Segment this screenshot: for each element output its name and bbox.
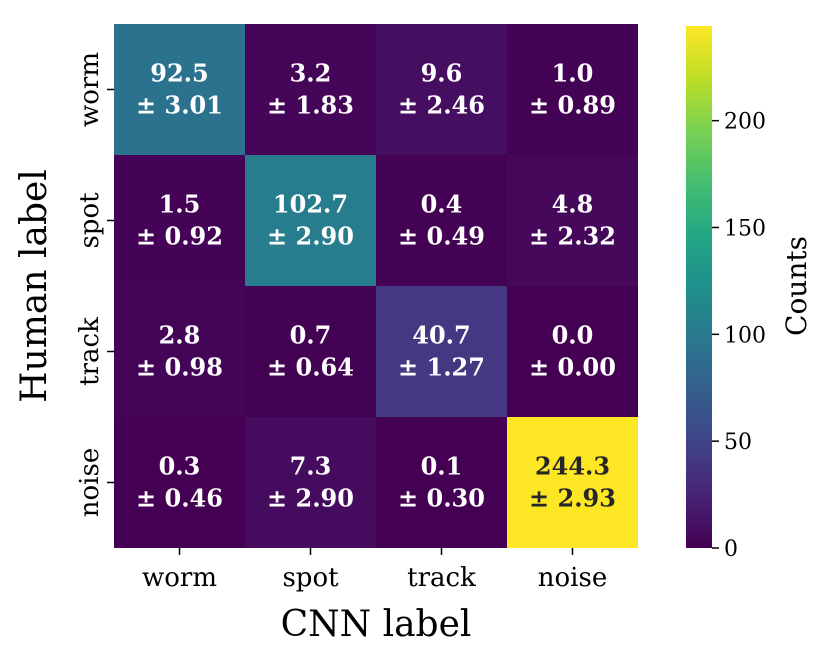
heatmap-cell [245,417,376,548]
cell-error-label: ± 2.90 [267,484,354,513]
heatmap-cell [507,417,638,548]
cell-value-label: 3.2 [290,59,332,88]
cell-value-label: 102.7 [273,190,348,219]
x-axis-label: CNN label [281,604,472,645]
cell-error-label: ± 1.83 [267,91,354,120]
colorbar-label: Counts [780,236,813,336]
cell-value-label: 7.3 [290,452,332,481]
cell-value-label: 4.8 [552,190,594,219]
cell-value-label: 1.5 [159,190,201,219]
cell-value-label: 1.0 [552,59,594,88]
heatmap-cell [245,24,376,155]
heatmap-cell [114,286,245,417]
cell-error-label: ± 0.64 [267,353,354,382]
heatmap-cell [114,417,245,548]
y-tick-label: spot [75,192,105,249]
cell-error-label: ± 2.32 [529,222,616,251]
colorbar-tick-label: 0 [724,537,738,562]
y-axis-ticks: worm spot track noise [75,52,114,517]
cell-error-label: ± 0.49 [398,222,485,251]
cell-error-label: ± 0.92 [136,222,223,251]
cell-value-label: 2.8 [159,321,201,350]
y-tick-label: noise [75,448,105,517]
cell-error-label: ± 0.89 [529,91,616,120]
cell-error-label: ± 3.01 [136,91,223,120]
x-tick-label: track [407,563,476,593]
colorbar-tick-label: 100 [724,323,766,348]
heatmap-cell [376,417,507,548]
x-axis-ticks: worm spot track noise [142,548,607,593]
cell-value-label: 0.4 [421,190,463,219]
cell-value-label: 9.6 [421,59,463,88]
cell-error-label: ± 2.93 [529,484,616,513]
cell-value-label: 0.0 [552,321,594,350]
cell-value-label: 0.7 [290,321,332,350]
heatmap-cell [245,286,376,417]
cell-value-label: 40.7 [412,321,470,350]
cell-error-label: ± 2.46 [398,91,485,120]
heatmap-cells: 92.5 ± 3.01 3.2 ± 1.83 9.6 ± 2.46 1.0 ± 0.89 1.5… [114,24,638,548]
heatmap-cell [376,286,507,417]
heatmap-cell [114,155,245,286]
cell-value-label: 244.3 [535,452,610,481]
cell-error-label: ± 0.00 [529,353,616,382]
colorbar-tick-label: 50 [724,430,752,455]
x-tick-label: noise [538,563,607,593]
x-tick-label: worm [142,563,217,593]
heatmap-cell [507,286,638,417]
x-tick-label: spot [282,563,339,593]
cell-error-label: ± 1.27 [398,353,485,382]
heatmap-cell [376,24,507,155]
y-tick-label: track [75,317,105,386]
cell-value-label: 0.3 [159,452,201,481]
heatmap-cell [114,24,245,155]
heatmap-cell [507,24,638,155]
colorbar [686,26,712,548]
cell-error-label: ± 0.46 [136,484,223,513]
cell-value-label: 92.5 [150,59,208,88]
colorbar-ticks: 0 50 100 150 200 [712,110,766,562]
colorbar-tick-label: 200 [724,110,766,135]
heatmap-cell [245,155,376,286]
cell-error-label: ± 0.30 [398,484,485,513]
heatmap-cell [376,155,507,286]
y-tick-label: worm [75,52,105,127]
colorbar-tick-label: 150 [724,216,766,241]
y-axis-label: Human label [14,169,55,403]
heatmap-cell [507,155,638,286]
cell-error-label: ± 0.98 [136,353,223,382]
cell-value-label: 0.1 [421,452,463,481]
cell-error-label: ± 2.90 [267,222,354,251]
